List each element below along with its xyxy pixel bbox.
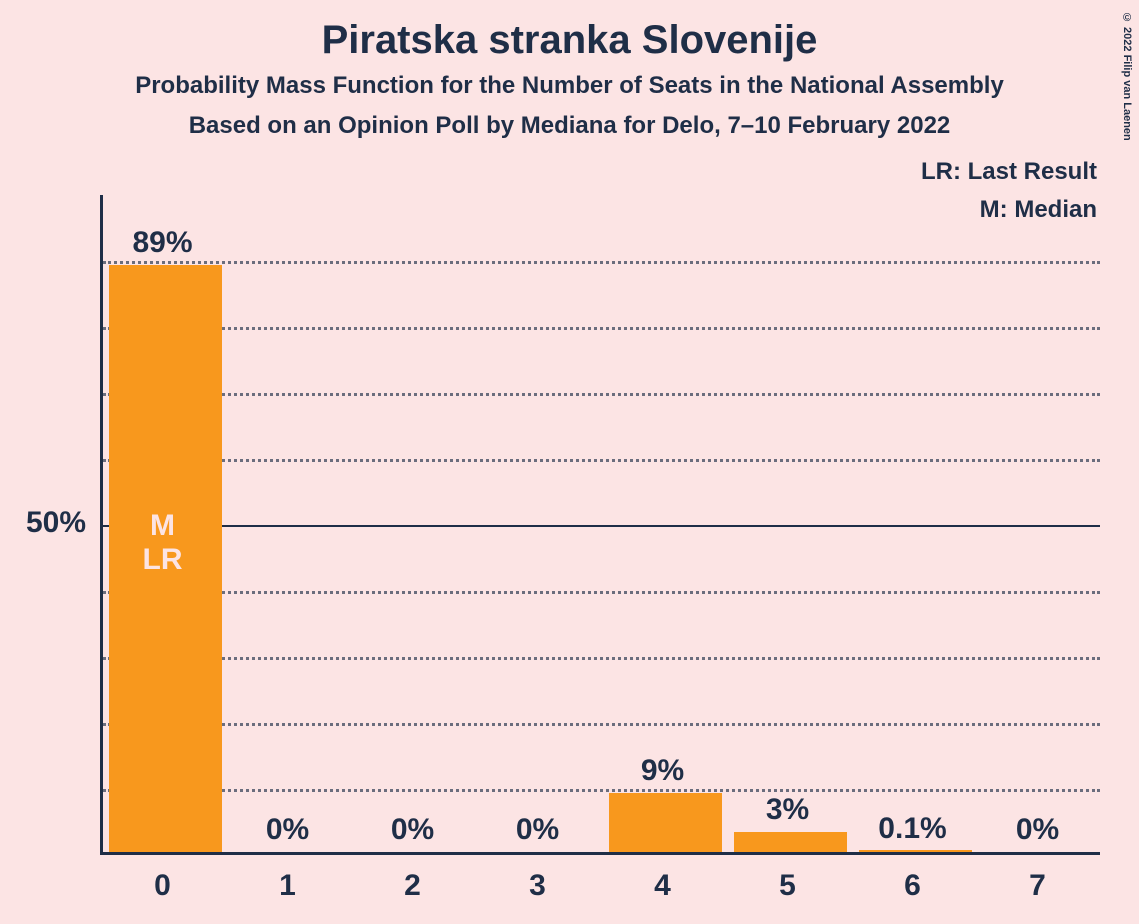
legend-line-lr: LR: Last Result [921,158,1097,186]
bar-value-label: 9% [600,754,725,788]
minor-gridline [103,657,1100,660]
minor-gridline [103,261,1100,264]
x-tick-label: 7 [975,869,1100,903]
x-axis [100,852,1100,855]
bar-value-label: 3% [725,793,850,827]
bar-value-label: 0% [475,813,600,847]
minor-gridline [103,789,1100,792]
in-bar-annotation: MLR [100,509,225,578]
bar [734,832,847,852]
bar-value-label: 0.1% [850,812,975,846]
bar [859,850,972,852]
minor-gridline [103,393,1100,396]
minor-gridline [103,459,1100,462]
x-tick-label: 2 [350,869,475,903]
x-tick-label: 1 [225,869,350,903]
bar-value-label: 0% [225,813,350,847]
major-gridline [103,525,1100,527]
bar-value-label: 0% [350,813,475,847]
bar-value-label: 89% [100,226,225,260]
bar-value-label: 0% [975,813,1100,847]
bar [609,793,722,852]
minor-gridline [103,327,1100,330]
chart-subtitle-2: Based on an Opinion Poll by Mediana for … [0,112,1139,140]
x-tick-label: 5 [725,869,850,903]
chart-subtitle-1: Probability Mass Function for the Number… [0,72,1139,100]
x-tick-label: 0 [100,869,225,903]
x-tick-label: 3 [475,869,600,903]
x-tick-label: 6 [850,869,975,903]
x-tick-label: 4 [600,869,725,903]
in-bar-lr: LR [100,543,225,578]
minor-gridline [103,591,1100,594]
minor-gridline [103,723,1100,726]
chart-title: Piratska stranka Slovenije [0,18,1139,63]
y-tick-label: 50% [0,506,86,540]
in-bar-m: M [100,509,225,544]
